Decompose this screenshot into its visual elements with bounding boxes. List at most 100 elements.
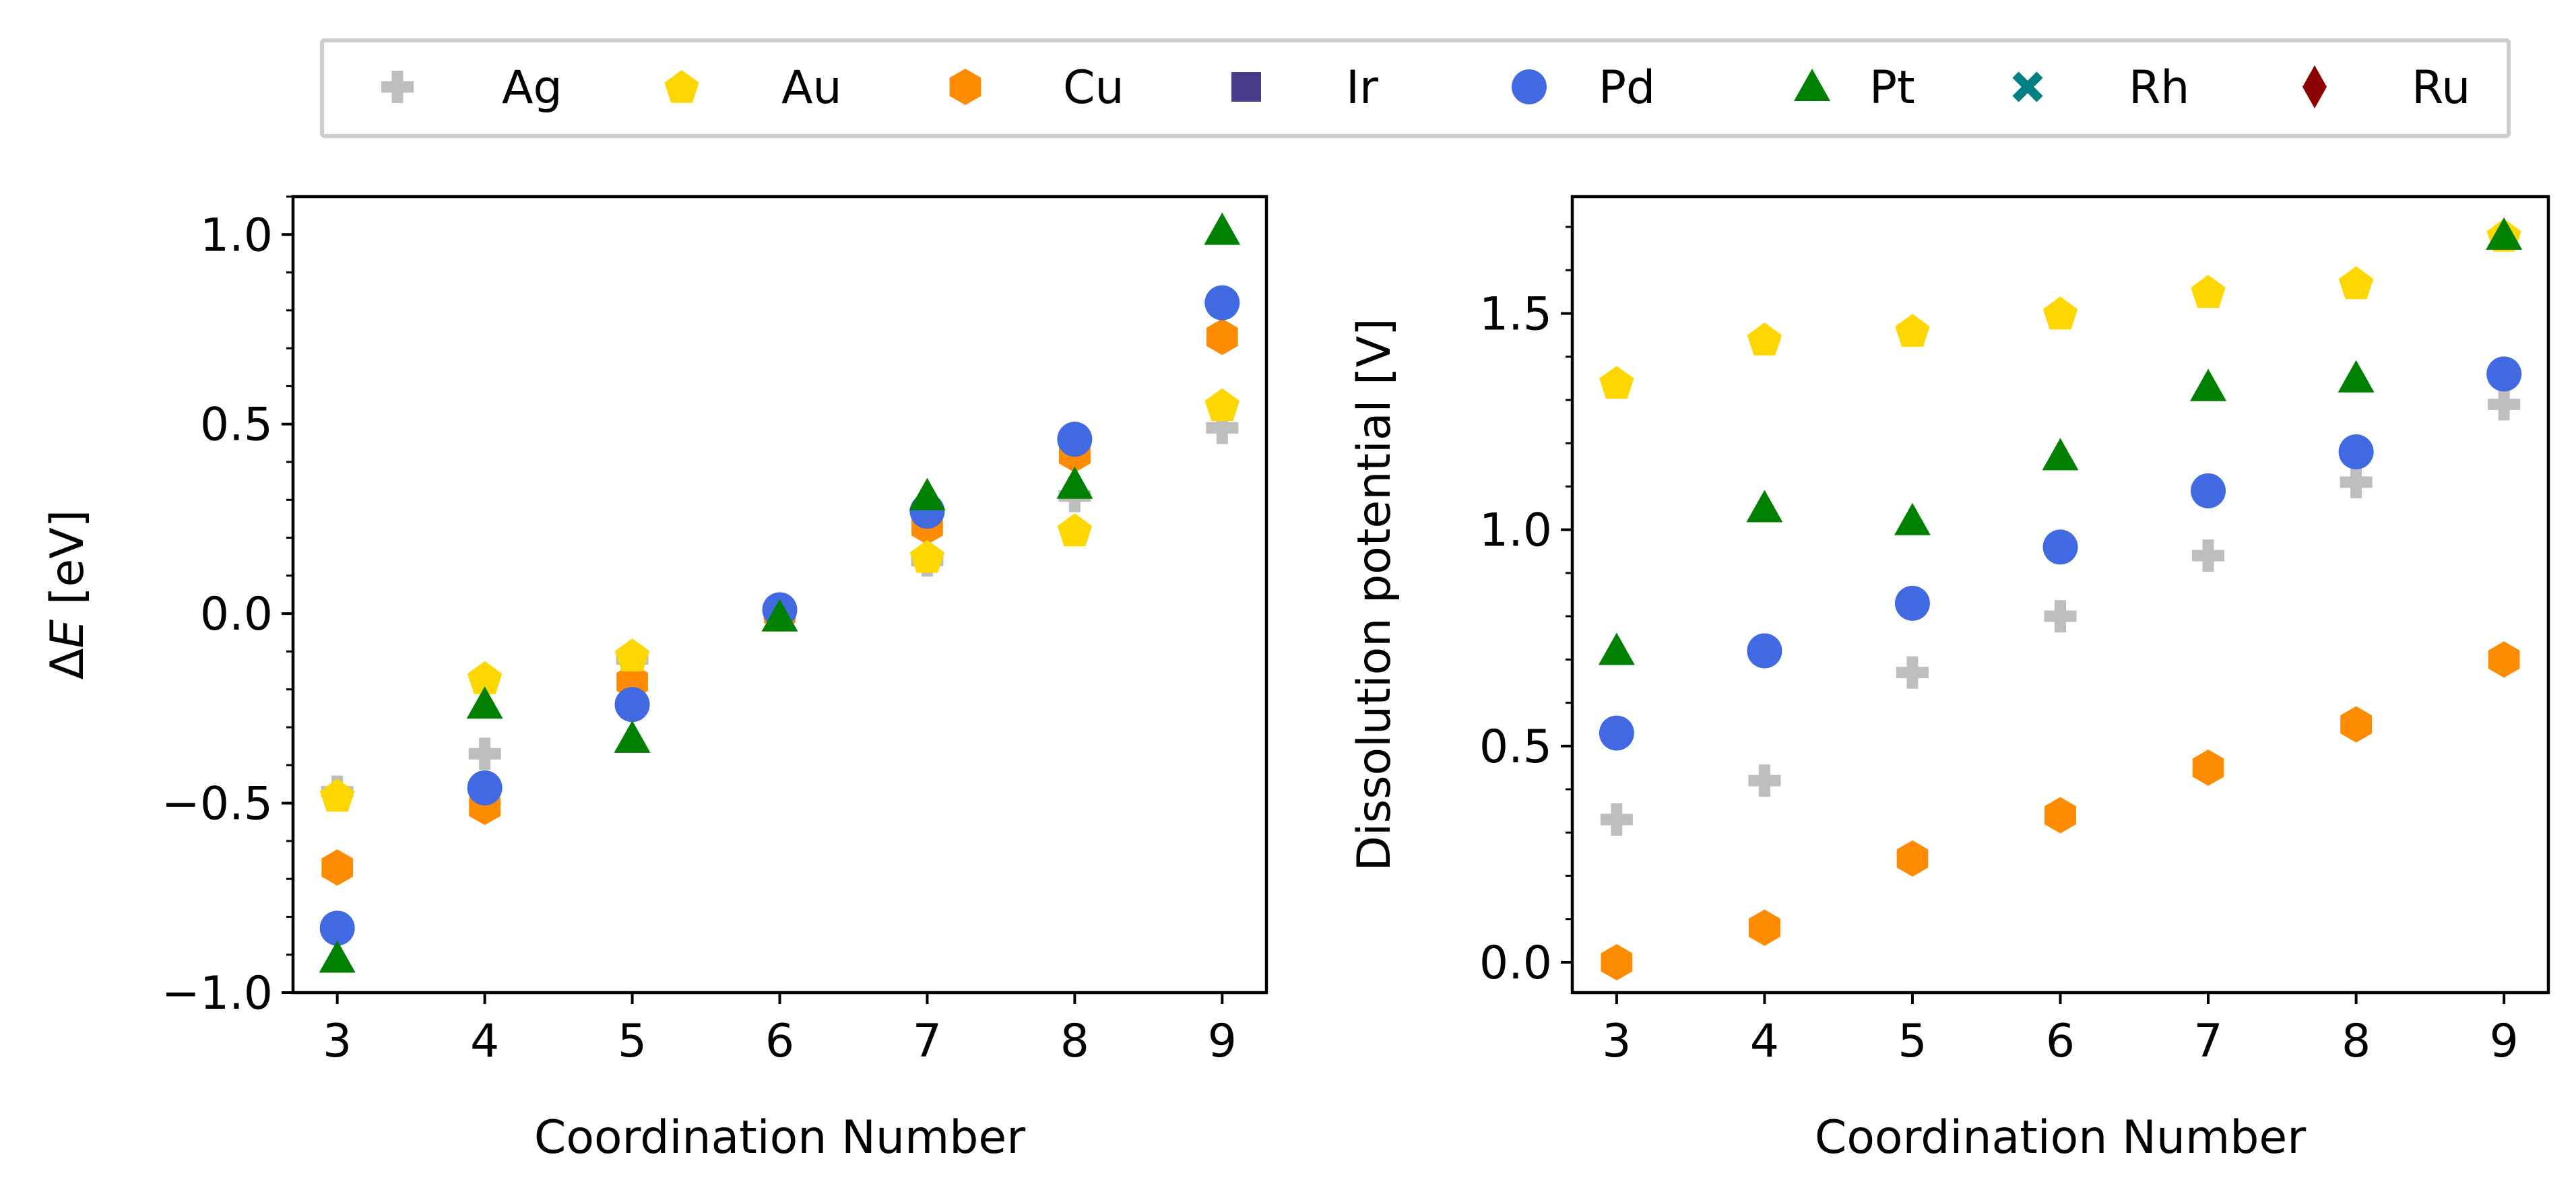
point-pt-4 bbox=[1746, 490, 1783, 523]
point-pd-4 bbox=[1747, 633, 1782, 669]
point-pt-5 bbox=[1894, 502, 1931, 535]
point-pt-8 bbox=[2338, 360, 2375, 393]
point-pd-9 bbox=[2486, 356, 2522, 392]
x-tick-label: 3 bbox=[1602, 1015, 1631, 1068]
point-pd-8 bbox=[1057, 422, 1093, 457]
point-ag-9 bbox=[2488, 388, 2521, 421]
x-tick-label: 6 bbox=[2046, 1015, 2075, 1068]
legend-marker-pt bbox=[1794, 69, 1830, 101]
point-pd-4 bbox=[467, 770, 503, 806]
legend-marker-ir bbox=[1231, 72, 1261, 102]
y-tick-label: 0.5 bbox=[1479, 721, 1552, 774]
x-tick-label: 6 bbox=[765, 1015, 794, 1068]
point-pd-9 bbox=[1204, 285, 1240, 321]
point-pd-5 bbox=[1894, 585, 1930, 621]
energy-plot: 3 4 5 6 7 8 9 −1.0 −0.5 0.0 0.5 1.0 Coordination Num… bbox=[41, 195, 1268, 1164]
point-pt-8 bbox=[1056, 466, 1093, 499]
legend-marker-rh bbox=[2012, 71, 2043, 102]
point-au-6 bbox=[2042, 296, 2078, 330]
y-tick-label: 1.0 bbox=[200, 209, 273, 262]
y-tick-label: −1.0 bbox=[162, 967, 273, 1020]
y-tick-label: 0.0 bbox=[200, 588, 273, 641]
point-cu-5 bbox=[1896, 840, 1929, 877]
point-pt-9 bbox=[2486, 217, 2523, 250]
y-tick-label: 0.5 bbox=[200, 399, 273, 452]
legend-marker-au bbox=[664, 70, 699, 103]
x-tick-label: 7 bbox=[913, 1015, 942, 1068]
y-axis-label: Dissolution potential [V] bbox=[1348, 318, 1401, 871]
point-pt-9 bbox=[1204, 212, 1241, 245]
dissolution-plot: 3 4 5 6 7 8 9 0.0 0.5 1.0 1.5 Coordination Number Di… bbox=[1348, 195, 2550, 1164]
point-au-5 bbox=[614, 638, 650, 671]
x-tick-label: 5 bbox=[618, 1015, 647, 1068]
point-au-8 bbox=[1057, 513, 1093, 547]
point-pt-6 bbox=[761, 599, 798, 632]
legend-label-rh: Rh bbox=[2129, 61, 2189, 114]
x-tick-label: 9 bbox=[1208, 1015, 1237, 1068]
x-axis-label: Coordination Number bbox=[534, 1111, 1025, 1164]
point-au-7 bbox=[2191, 275, 2226, 308]
legend-label-ag: Ag bbox=[502, 61, 562, 114]
point-ag-5 bbox=[1896, 656, 1929, 689]
legend-marker-pd bbox=[1512, 69, 1547, 104]
legend-label-au: Au bbox=[781, 61, 842, 114]
legend-frame bbox=[320, 38, 2511, 138]
point-pd-7 bbox=[2191, 473, 2226, 508]
point-ag-7 bbox=[2192, 539, 2225, 572]
y-tick-label: 1.5 bbox=[1479, 288, 1552, 341]
legend-marker-cu bbox=[949, 69, 981, 105]
y-tick-label: 0.0 bbox=[1479, 937, 1552, 990]
legend-marker-ru bbox=[2303, 65, 2327, 108]
x-tick-label: 8 bbox=[2342, 1015, 2371, 1068]
x-tick-label: 9 bbox=[2490, 1015, 2519, 1068]
point-au-3 bbox=[1599, 366, 1634, 399]
point-pt-3 bbox=[319, 940, 356, 973]
point-cu-7 bbox=[2192, 749, 2224, 786]
x-tick-label: 3 bbox=[323, 1015, 352, 1068]
legend-label-pd: Pd bbox=[1599, 61, 1655, 114]
legend: Ag Au Cu Ir Pd Pt Rh Ru bbox=[320, 38, 2511, 138]
point-au-9 bbox=[1204, 388, 1239, 422]
x-tick-label: 5 bbox=[1898, 1015, 1927, 1068]
point-pt-3 bbox=[1598, 632, 1635, 665]
legend-label-cu: Cu bbox=[1063, 61, 1124, 114]
point-au-7 bbox=[909, 539, 945, 573]
point-cu-9 bbox=[1206, 319, 1238, 356]
legend-marker-ag bbox=[381, 71, 414, 103]
point-pd-5 bbox=[614, 687, 650, 723]
point-pt-6 bbox=[2042, 438, 2079, 471]
point-au-8 bbox=[2338, 266, 2374, 300]
point-ag-4 bbox=[1748, 764, 1781, 797]
x-tick-label: 8 bbox=[1060, 1015, 1089, 1068]
point-pt-4 bbox=[466, 686, 503, 719]
point-cu-3 bbox=[1601, 944, 1633, 980]
point-au-5 bbox=[1895, 314, 1930, 347]
point-au-4 bbox=[467, 661, 503, 694]
point-pd-6 bbox=[2042, 529, 2078, 565]
point-pt-7 bbox=[909, 477, 946, 510]
x-tick-label: 4 bbox=[470, 1015, 499, 1068]
point-pd-3 bbox=[319, 910, 355, 946]
y-axis-label: ΔE [eV] bbox=[41, 510, 94, 680]
point-cu-3 bbox=[321, 849, 354, 886]
point-pt-5 bbox=[614, 720, 651, 753]
point-ag-4 bbox=[468, 737, 501, 770]
point-au-3 bbox=[320, 778, 355, 812]
point-cu-4 bbox=[1749, 909, 1780, 946]
point-pt-7 bbox=[2190, 368, 2227, 401]
point-pd-8 bbox=[2338, 434, 2374, 470]
x-axis-label: Coordination Number bbox=[1815, 1111, 2306, 1164]
point-cu-9 bbox=[2488, 641, 2520, 678]
y-tick-label: −0.5 bbox=[162, 778, 273, 831]
point-cu-6 bbox=[2044, 797, 2076, 834]
legend-label-ru: Ru bbox=[2412, 61, 2470, 114]
x-tick-label: 4 bbox=[1750, 1015, 1779, 1068]
point-pd-3 bbox=[1599, 715, 1634, 751]
y-tick-label: 1.0 bbox=[1479, 504, 1552, 558]
point-ag-6 bbox=[2044, 600, 2077, 633]
legend-label-ir: Ir bbox=[1346, 61, 1378, 114]
legend-label-pt: Pt bbox=[1869, 61, 1915, 114]
x-tick-label: 7 bbox=[2193, 1015, 2222, 1068]
point-ag-9 bbox=[1206, 411, 1239, 444]
